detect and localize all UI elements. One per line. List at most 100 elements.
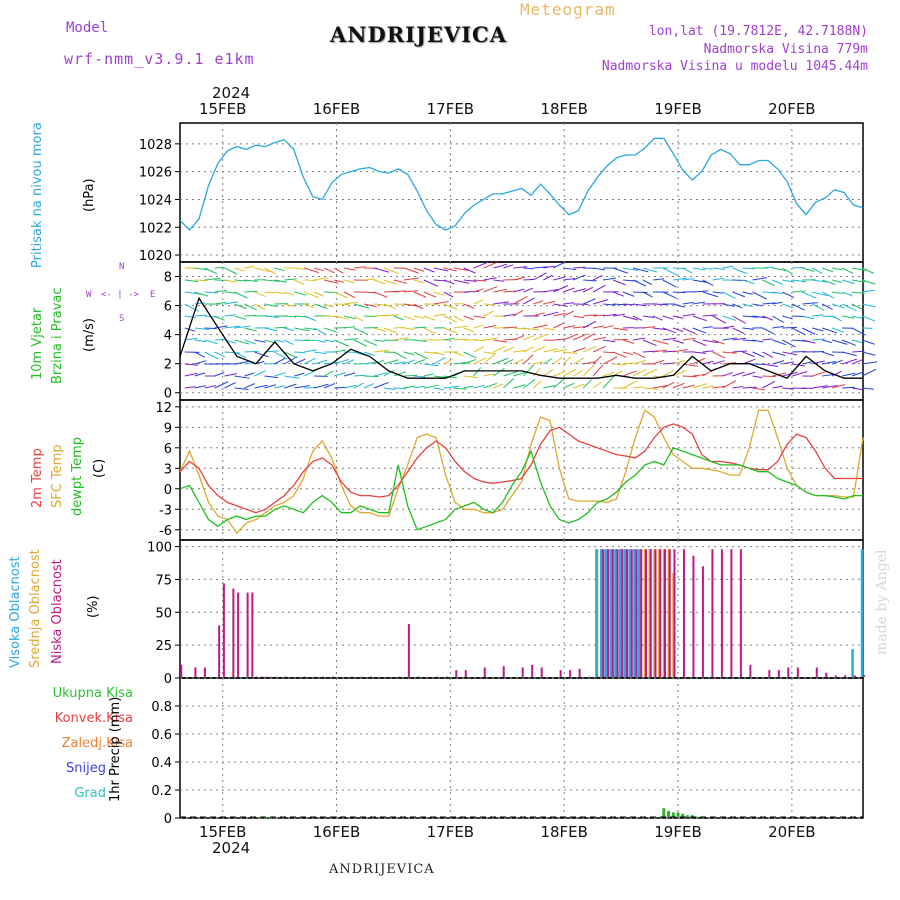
wind-arrow <box>582 298 596 305</box>
wind-arrow <box>573 347 586 353</box>
low-cloud-bar <box>531 664 534 677</box>
wind-arrow <box>841 279 855 285</box>
wind-arrow <box>772 360 785 365</box>
y-tick-label: 6 <box>164 300 172 315</box>
wind-arrow <box>553 262 565 269</box>
wind-arrow <box>732 371 745 377</box>
wind-arrow <box>832 339 848 345</box>
wind-arrow <box>861 368 877 377</box>
wind-arrow <box>832 384 846 389</box>
wind-arrow <box>732 303 743 309</box>
wind-arrow <box>244 372 255 377</box>
compass-north: N <box>119 262 125 272</box>
wind-arrow <box>443 291 454 298</box>
wind-arrow <box>642 267 658 273</box>
wind-arrow <box>782 326 798 329</box>
low-cloud-bar <box>559 670 562 677</box>
precip-legend-conv: Konvek.Kisa <box>54 711 133 726</box>
wind-arrow <box>204 339 218 345</box>
wind-arrow <box>214 266 225 269</box>
wind-arrow <box>214 372 225 377</box>
wind-arrow <box>354 374 366 377</box>
wind-arrow <box>692 279 708 283</box>
wind-arrow <box>264 267 276 275</box>
wind-arrow <box>861 289 876 293</box>
wind-arrow <box>234 291 248 299</box>
wind-arrow <box>573 383 585 389</box>
wind-arrow <box>523 335 534 341</box>
wind-arrow <box>782 351 797 356</box>
wind-arrow <box>682 267 693 274</box>
wind-arrow <box>851 327 866 336</box>
coords-text: lon,lat (19.7812E, 42.7188N) <box>648 24 868 39</box>
wind-arrow <box>722 380 737 389</box>
wind-arrow <box>841 303 857 312</box>
wind-arrow <box>473 346 485 353</box>
low-cloud-bar <box>739 549 742 677</box>
y-tick-label: 0 <box>164 387 172 402</box>
precip-bar <box>263 817 267 819</box>
wind-arrow <box>672 339 684 344</box>
wind-arrow <box>632 368 647 377</box>
low-cloud-bar <box>834 675 837 677</box>
wind-arrow <box>433 356 446 365</box>
wind-arrow <box>612 327 628 331</box>
y-tick-label: 75 <box>155 573 172 588</box>
wind-arrow <box>314 303 328 309</box>
wind-arrow <box>772 315 785 323</box>
wind-arrow <box>353 303 370 309</box>
wind-arrow <box>513 327 527 330</box>
wind-arrow <box>403 277 420 281</box>
wind-arrow <box>324 327 338 333</box>
wind-arrow <box>543 348 558 353</box>
wind-arrow <box>812 291 828 297</box>
high-cloud-bar <box>609 549 612 677</box>
wind-arrow <box>334 349 346 353</box>
low-cloud-bar <box>701 566 704 677</box>
wind-arrow <box>274 385 285 389</box>
wind-arrow <box>682 301 694 305</box>
wind-arrow <box>523 354 534 365</box>
wind-arrow <box>403 327 415 330</box>
mid-cloud-bar <box>643 549 646 677</box>
wind-arrow <box>812 371 825 377</box>
wind-arrow <box>822 279 836 286</box>
wind-arrow <box>572 370 583 377</box>
wind-arrow <box>403 351 415 356</box>
wind-arrow <box>742 279 755 285</box>
compass-arrows: <- | -> <box>101 290 139 300</box>
wind-arrow <box>304 357 316 365</box>
wind-arrow <box>662 370 674 377</box>
wind-arrow <box>532 368 541 377</box>
y-tick-label: 12 <box>155 401 172 416</box>
low-cloud-bar <box>844 675 847 677</box>
y-tick-label: 0 <box>164 483 172 498</box>
wind-arrow <box>632 315 643 321</box>
low-cloud-bar <box>455 670 458 677</box>
wind-arrow <box>413 326 427 329</box>
wind-arrow <box>433 387 444 391</box>
wind-arrow <box>552 356 563 365</box>
wind-arrow <box>712 267 725 270</box>
wind-arrow <box>433 267 449 272</box>
wind-arrow <box>802 387 813 390</box>
wind-arrow <box>463 375 479 379</box>
wind-arrow <box>483 325 497 329</box>
wind-arrow <box>413 267 425 272</box>
wind-arrow <box>473 339 486 342</box>
wind-arrow <box>602 325 614 329</box>
wind-arrow <box>214 289 227 293</box>
day-label-bottom: 15FEB <box>199 823 246 841</box>
precip-legend-snow: Snijeg <box>66 761 106 776</box>
y-tick-label: 0 <box>164 672 172 687</box>
wind-arrow <box>304 291 319 299</box>
wind-arrow <box>732 315 747 324</box>
low-cloud-bar <box>720 549 723 677</box>
wind-arrow <box>433 301 449 305</box>
wind-arrow <box>453 387 467 390</box>
wind-arrow <box>533 272 547 281</box>
compass-east: E <box>150 290 156 300</box>
wind-arrow <box>543 311 559 317</box>
wind-arrow <box>562 356 572 365</box>
